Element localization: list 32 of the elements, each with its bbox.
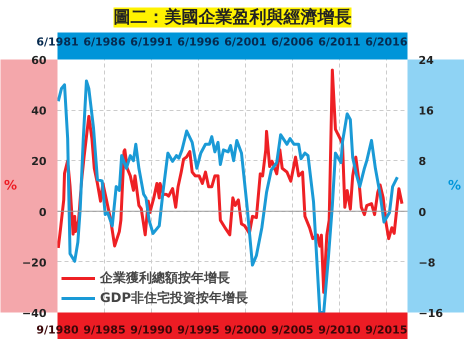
y2-tick-label: 0 xyxy=(418,206,426,219)
y2-tick-label: 8 xyxy=(418,155,426,168)
y2-tick-label: 24 xyxy=(418,54,434,67)
y2-tick-label: −8 xyxy=(418,256,436,270)
y2-axis-title: % xyxy=(448,178,462,194)
x2-tick-label: 6/1996 xyxy=(177,36,220,48)
x-tick-label: 9/1990 xyxy=(130,324,173,336)
x-tick-label: 9/2015 xyxy=(365,324,408,336)
y-axis-title: % xyxy=(4,178,17,194)
y-tick-label: 60 xyxy=(31,54,47,67)
y2-tick-label: −16 xyxy=(418,307,444,320)
x2-tick-label: 6/2006 xyxy=(271,36,314,48)
y-tick-label: 0 xyxy=(38,206,47,219)
x-tick-label: 9/2000 xyxy=(224,324,267,336)
y-tick-label: 20 xyxy=(31,155,47,168)
x2-tick-label: 6/1981 xyxy=(36,36,79,48)
x2-tick-label: 6/2011 xyxy=(318,36,361,48)
x-tick-label: 9/2005 xyxy=(271,324,314,336)
y2-tick-label: 16 xyxy=(418,104,434,118)
x2-tick-label: 6/2001 xyxy=(224,36,267,48)
legend-label: GDP非住宅投資按年增長 xyxy=(100,290,248,307)
x2-tick-label: 6/1991 xyxy=(130,36,173,48)
y-tick-label: 40 xyxy=(31,104,47,118)
x2-tick-label: 6/2016 xyxy=(365,36,408,48)
x2-tick-label: 6/1986 xyxy=(83,36,126,48)
x-tick-label: 9/1995 xyxy=(177,324,220,336)
chart-title: 圖二：美國企業盈利與經濟增長 xyxy=(114,8,352,28)
legend-label: 企業獲利總額按年增長 xyxy=(100,270,230,287)
x-tick-label: 9/2010 xyxy=(318,324,361,336)
x-tick-label: 9/1985 xyxy=(83,324,126,336)
y-tick-label: −20 xyxy=(22,256,47,270)
y-tick-label: −40 xyxy=(22,307,47,320)
